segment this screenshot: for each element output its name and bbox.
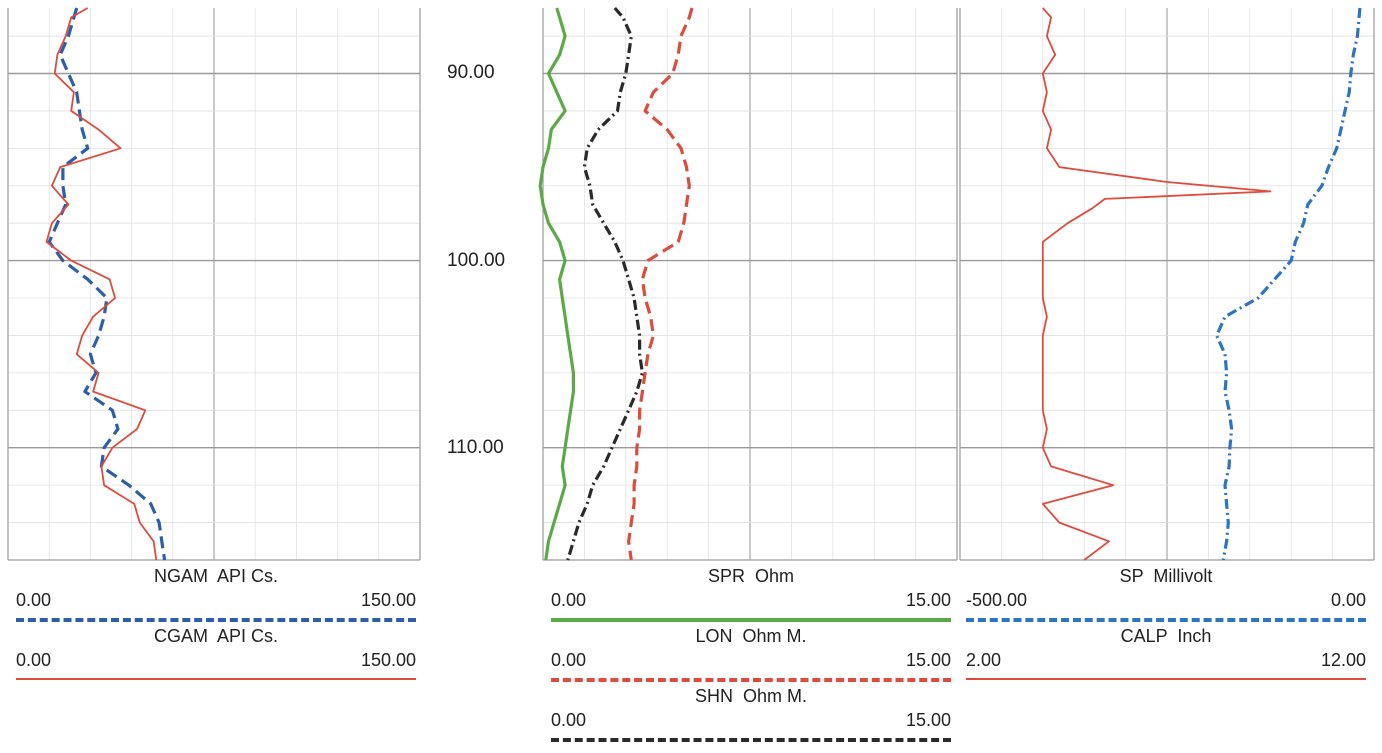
curve-header-name: LON Ohm M. <box>695 626 807 646</box>
curve-ngam <box>47 7 167 561</box>
curve-scale-min: -500.00 <box>966 590 1028 610</box>
curve-header-name: CALP Inch <box>1120 626 1212 646</box>
curve-scale-max: 15.00 <box>905 710 951 730</box>
curve-legend-line <box>16 678 416 680</box>
curve-legend-line <box>551 618 951 622</box>
depth-tick-label: 110.00 <box>447 436 504 458</box>
curve-legend-line <box>551 678 951 682</box>
curve-legend-line <box>966 678 1366 680</box>
curve-header-name: NGAM API Cs. <box>153 566 279 586</box>
curve-scale-max: 15.00 <box>905 650 951 670</box>
curve-header-name: SPR Ohm <box>707 566 795 586</box>
curve-shn <box>566 6 645 561</box>
curve-sp <box>1215 7 1362 561</box>
curve-scale-min: 0.00 <box>551 650 587 670</box>
curve-scale-min: 0.00 <box>16 590 52 610</box>
curve-lon <box>626 7 694 561</box>
curve-scale-max: 0.00 <box>1330 590 1366 610</box>
curve-cgam <box>45 7 158 561</box>
curve-header-name: SP Millivolt <box>1119 566 1213 586</box>
curve-layer <box>45 6 1362 561</box>
curve-legend-line <box>551 738 951 742</box>
curve-header-name: SHN Ohm M. <box>694 686 807 706</box>
curve-scale-max: 15.00 <box>905 590 951 610</box>
curve-scale-max: 12.00 <box>1320 650 1366 670</box>
curve-scale-max: 150.00 <box>360 650 416 670</box>
depth-tick-label: 100.00 <box>447 249 506 271</box>
curve-scale-min: 2.00 <box>966 650 1002 670</box>
grid-layer <box>7 8 1375 561</box>
depth-tick-label: 90.00 <box>447 62 495 84</box>
curve-legend-line <box>16 618 416 622</box>
curve-scale-min: 0.00 <box>16 650 52 670</box>
curve-scale-min: 0.00 <box>551 590 587 610</box>
curve-legend-line <box>966 618 1366 622</box>
curve-calp <box>1041 7 1272 561</box>
curve-scale-max: 150.00 <box>360 590 416 610</box>
curve-spr <box>538 7 576 561</box>
curve-scale-min: 0.00 <box>551 710 587 730</box>
curve-header-name: CGAM API Cs. <box>153 626 279 646</box>
